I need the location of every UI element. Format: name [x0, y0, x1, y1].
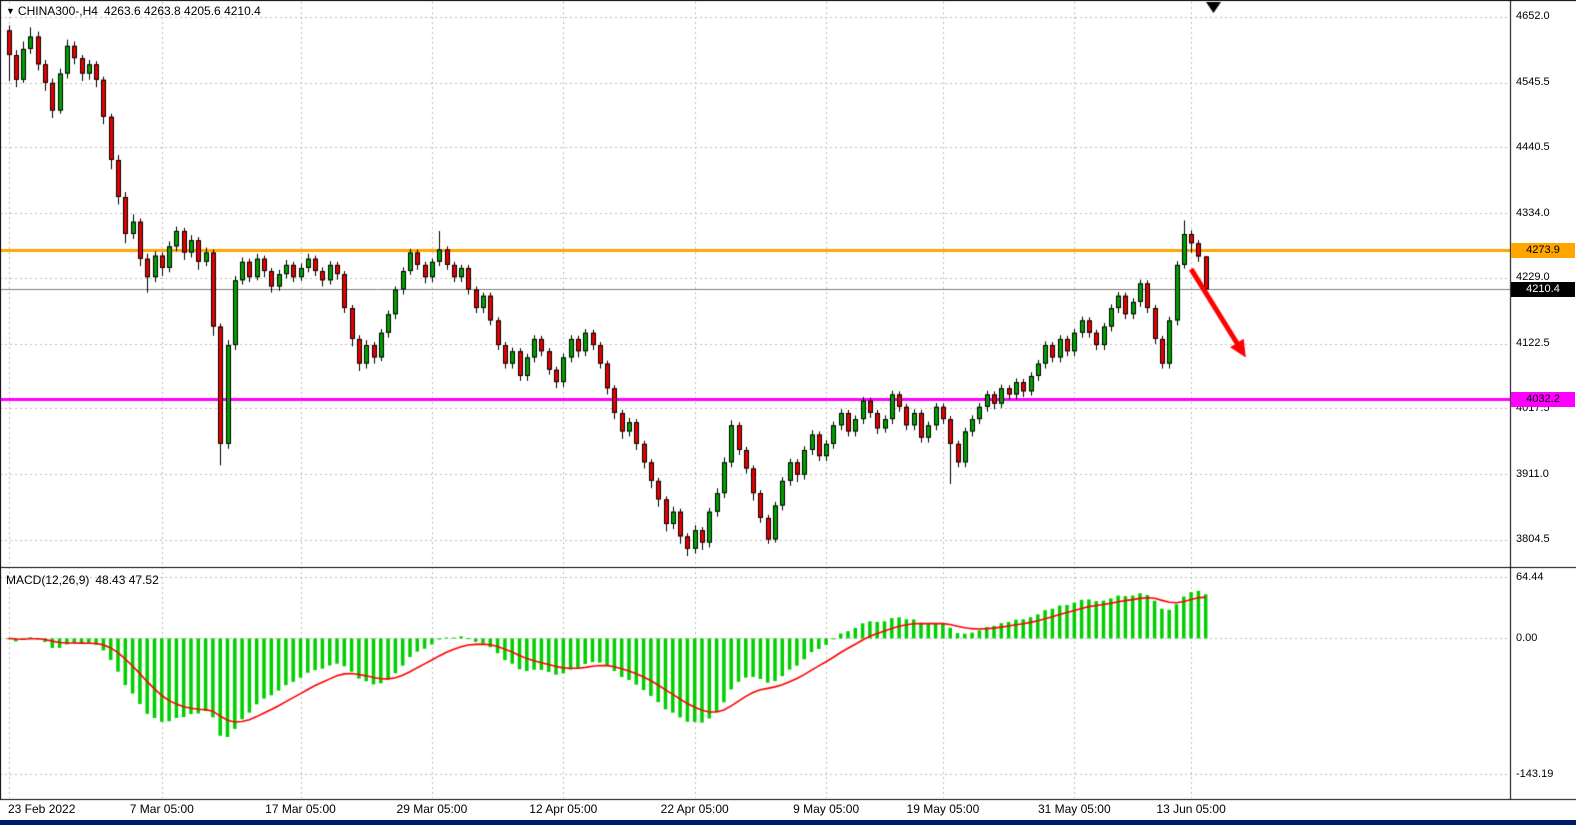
symbol-label: CHINA300-,H4 [17, 4, 98, 18]
symbol-ohlc: 4263.6 4263.8 4205.6 4210.4 [103, 4, 261, 18]
symbol-info: ▼ CHINA300-,H4 4263.6 4263.8 4205.6 4210.4 [6, 4, 261, 18]
macd-indicator-label: MACD(12,26,9) 48.43 47.52 [6, 573, 159, 587]
symbol-marker-icon: ▼ [6, 6, 15, 16]
window-bottom-edge [0, 820, 1576, 825]
macd-values: 48.43 47.52 [95, 573, 159, 587]
macd-label: MACD(12,26,9) [6, 573, 90, 587]
